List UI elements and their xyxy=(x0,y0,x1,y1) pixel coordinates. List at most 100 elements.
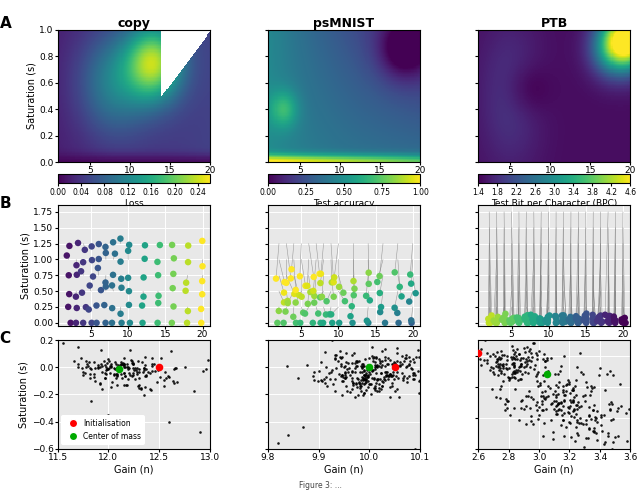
Point xyxy=(72,271,82,279)
Point xyxy=(523,392,533,400)
Point xyxy=(358,374,368,382)
Point xyxy=(397,369,407,377)
Point xyxy=(486,363,496,371)
Point xyxy=(116,319,127,327)
Point xyxy=(509,363,519,371)
Point xyxy=(565,313,575,321)
Point xyxy=(308,368,319,376)
Point xyxy=(571,315,581,322)
Point xyxy=(363,361,373,369)
Point xyxy=(507,355,517,363)
Point xyxy=(122,381,132,388)
Point xyxy=(145,369,155,377)
Point xyxy=(533,382,543,390)
Point xyxy=(599,411,609,419)
Point xyxy=(322,382,332,390)
Point xyxy=(447,343,457,351)
Point xyxy=(490,318,500,326)
Point xyxy=(570,437,580,445)
Point xyxy=(484,319,494,327)
Point xyxy=(496,369,506,377)
Point xyxy=(499,370,509,378)
Point xyxy=(576,368,586,376)
Point xyxy=(340,375,351,383)
Point xyxy=(130,375,140,383)
Point xyxy=(572,419,582,426)
Point xyxy=(406,280,416,287)
Point xyxy=(372,376,383,384)
Point xyxy=(120,372,131,380)
Point xyxy=(374,375,385,383)
Point xyxy=(124,301,134,309)
Point xyxy=(561,381,571,389)
Point xyxy=(565,402,575,410)
Point xyxy=(339,363,349,371)
Point xyxy=(385,356,395,364)
Point xyxy=(84,282,95,289)
Point xyxy=(492,318,502,326)
Point xyxy=(402,379,412,387)
Point xyxy=(504,374,514,382)
Point xyxy=(84,357,94,365)
Point xyxy=(588,315,598,322)
Point xyxy=(588,318,598,326)
Point xyxy=(366,380,376,388)
Point xyxy=(188,387,198,395)
Point xyxy=(64,290,74,298)
Point xyxy=(496,347,506,355)
Point xyxy=(379,373,389,381)
Point xyxy=(576,402,586,410)
Point xyxy=(106,362,116,370)
Point xyxy=(131,370,141,378)
Point xyxy=(558,388,568,396)
Point xyxy=(634,384,640,392)
Point xyxy=(116,284,127,292)
Point xyxy=(340,362,350,370)
Point xyxy=(482,350,492,357)
Point xyxy=(155,373,165,381)
Point xyxy=(605,407,615,415)
Point xyxy=(364,354,374,362)
Point xyxy=(511,368,522,376)
Point xyxy=(568,384,578,392)
Point xyxy=(115,310,125,317)
Point xyxy=(385,392,396,400)
Point xyxy=(605,312,615,320)
Point xyxy=(376,303,386,311)
Point xyxy=(564,317,575,325)
Point xyxy=(378,382,388,390)
Point xyxy=(602,432,612,440)
Point xyxy=(511,366,521,374)
Point xyxy=(527,353,538,361)
Point xyxy=(541,406,551,414)
Point xyxy=(515,362,525,370)
Point xyxy=(81,363,92,371)
Point xyxy=(404,360,415,368)
Point xyxy=(523,353,533,361)
X-axis label: Gain (n): Gain (n) xyxy=(114,464,154,475)
Point xyxy=(347,302,357,310)
Point xyxy=(408,369,418,377)
Point xyxy=(141,371,152,379)
Point xyxy=(495,364,505,372)
Point xyxy=(309,292,319,300)
Point xyxy=(81,360,92,368)
Point xyxy=(483,315,493,323)
Point xyxy=(589,401,600,409)
Point xyxy=(64,242,74,250)
Point xyxy=(355,380,365,388)
Point xyxy=(321,297,332,305)
Point xyxy=(534,403,544,411)
Point xyxy=(168,378,178,386)
Point xyxy=(509,373,520,381)
Point xyxy=(497,377,508,385)
Point xyxy=(376,347,387,355)
Point xyxy=(534,315,545,322)
Point xyxy=(604,400,614,408)
Point xyxy=(115,235,125,243)
Point xyxy=(169,254,179,262)
Point xyxy=(513,315,524,322)
Point xyxy=(376,369,386,377)
Point xyxy=(84,306,94,314)
Point xyxy=(516,370,527,378)
